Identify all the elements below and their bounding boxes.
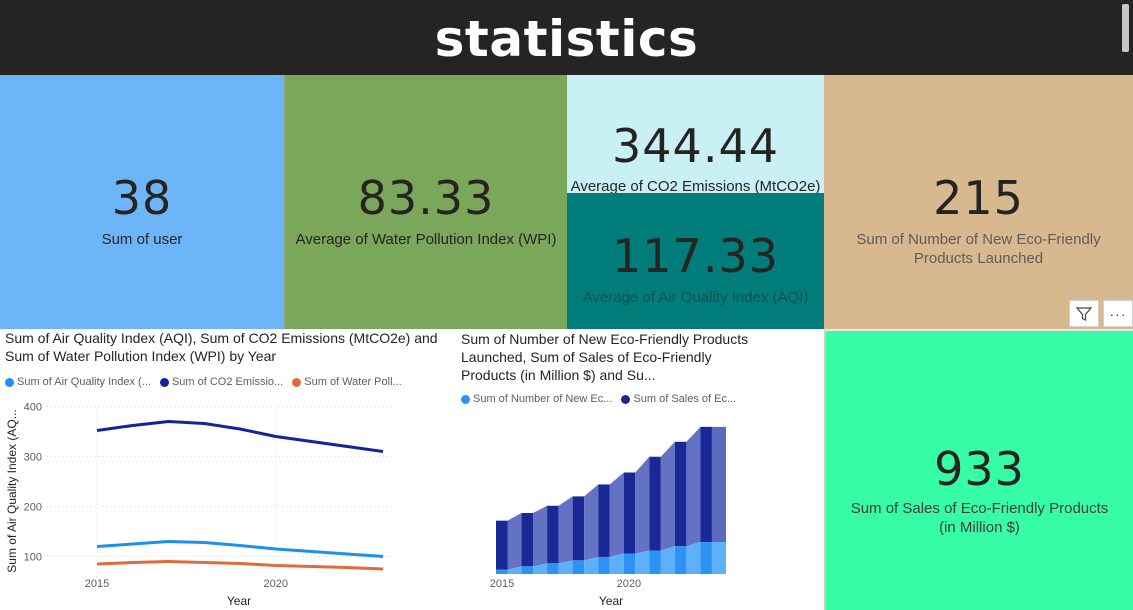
chart-legend: Sum of Number of New Ec... Sum of Sales … xyxy=(461,393,742,407)
column-sales xyxy=(547,505,559,564)
ribbon-eco xyxy=(507,566,522,574)
ribbon-eco xyxy=(660,546,675,574)
card-value: 215 xyxy=(933,171,1024,225)
card-value: 38 xyxy=(111,171,173,225)
column-eco xyxy=(700,542,712,574)
x-tick-label: 2015 xyxy=(85,578,109,590)
card-eco-friendly-products[interactable]: 215 Sum of Number of New Eco-Friendly Pr… xyxy=(824,75,1133,329)
area-chart-plot: 2015 2020 Year xyxy=(490,426,726,608)
column-sales xyxy=(674,441,687,547)
y-tick-label: 200 xyxy=(24,502,42,514)
series-line xyxy=(96,540,384,558)
column-sales xyxy=(572,496,585,561)
ribbon-sales xyxy=(584,484,599,561)
card-value: 344.44 xyxy=(612,119,779,173)
x-axis-title: Year xyxy=(599,594,623,608)
ribbon-eco xyxy=(686,542,701,574)
ribbon-eco xyxy=(584,556,599,574)
area-chart-visual[interactable]: Sum of Number of New Eco-Friendly Produc… xyxy=(455,329,767,610)
ribbon-sales xyxy=(558,496,573,564)
y-axis-title: Sum of Air Quality Index (AQ... xyxy=(5,409,19,572)
chart-title: Sum of Air Quality Index (AQI), Sum of C… xyxy=(5,330,438,364)
x-tick-label: 2020 xyxy=(617,578,641,590)
ribbon-sales xyxy=(711,426,726,543)
y-tick-label: 400 xyxy=(24,402,42,414)
column-sales xyxy=(521,513,534,567)
card-average-aqi[interactable]: 117.33 Average of Air Quality Index (AQI… xyxy=(567,193,824,329)
column-sales xyxy=(623,472,636,554)
filter-icon[interactable] xyxy=(1069,300,1099,327)
card-value: 83.33 xyxy=(357,171,495,225)
scrollbar-thumb[interactable] xyxy=(1122,4,1129,52)
title-bar: statistics xyxy=(0,0,1133,75)
legend-item-aqi[interactable]: Sum of Air Quality Index (... xyxy=(5,376,151,388)
legend-dot xyxy=(621,394,631,404)
card-value: 117.33 xyxy=(612,229,779,283)
column-eco xyxy=(598,556,610,574)
column-eco xyxy=(649,550,661,574)
x-axis-title: Year xyxy=(227,594,251,608)
column-sales xyxy=(649,456,661,551)
line-chart-plot: 100 200 300 400 2015 2020 Year Sum of Air Quali… xyxy=(5,402,395,608)
column-sales xyxy=(700,426,712,543)
legend-item-wpi[interactable]: Sum of Water Poll... xyxy=(292,376,402,388)
column-eco xyxy=(496,569,508,574)
series-line xyxy=(96,560,384,571)
card-label: Sum of Number of New Eco-Friendly Produc… xyxy=(856,231,1101,267)
column-sales xyxy=(598,484,610,557)
ribbon-eco xyxy=(609,553,624,574)
ribbon-eco xyxy=(558,560,573,574)
legend-dot xyxy=(159,377,169,387)
column-eco xyxy=(572,560,585,574)
card-label: Average of Air Quality Index (AQI) xyxy=(582,289,809,306)
card-sum-of-user[interactable]: 38 Sum of user xyxy=(0,75,284,329)
ribbon-sales xyxy=(533,505,548,567)
chart-title: Sum of Number of New Eco-Friendly Produc… xyxy=(461,331,749,383)
card-label: Sum of Sales of Eco-Friendly Products (i… xyxy=(850,500,1109,536)
line-chart-visual[interactable]: Sum of Air Quality Index (AQI), Sum of C… xyxy=(0,329,455,610)
card-label: Sum of user xyxy=(101,231,183,248)
card-sales-eco-friendly[interactable]: 933 Sum of Sales of Eco-Friendly Product… xyxy=(824,329,1133,610)
ribbon-eco xyxy=(711,542,726,574)
y-tick-label: 300 xyxy=(24,452,42,464)
x-tick-label: 2020 xyxy=(264,578,288,590)
legend-dot xyxy=(461,394,470,404)
column-eco xyxy=(674,546,687,574)
series-line xyxy=(96,420,384,453)
card-label: Average of Water Pollution Index (WPI) xyxy=(295,231,557,248)
chart-legend: Sum of Air Quality Index (... Sum of CO2… xyxy=(5,376,408,390)
ribbon-sales xyxy=(635,456,650,554)
ribbon-sales xyxy=(609,472,624,557)
legend-dot xyxy=(5,377,14,387)
card-label: Average of CO2 Emissions (MtCO2e) xyxy=(570,178,821,195)
legend-dot xyxy=(292,377,302,387)
card-value: 933 xyxy=(934,442,1025,496)
page-title: statistics xyxy=(434,10,699,68)
ribbon-sales xyxy=(686,426,701,547)
column-sales xyxy=(496,520,508,570)
ribbon-eco xyxy=(635,550,650,574)
y-tick-label: 100 xyxy=(24,552,42,564)
column-eco xyxy=(521,566,534,574)
ribbon-sales xyxy=(507,513,522,570)
more-options-icon[interactable]: ··· xyxy=(1103,300,1133,327)
ribbon-sales xyxy=(660,441,675,551)
column-eco xyxy=(547,563,559,574)
x-tick-label: 2015 xyxy=(490,578,514,590)
legend-item-co2[interactable]: Sum of CO2 Emissio... xyxy=(159,376,283,388)
legend-item-sales[interactable]: Sum of Sales of Ec... xyxy=(621,393,736,405)
legend-item-eco-products[interactable]: Sum of Number of New Ec... xyxy=(461,393,612,405)
card-average-co2[interactable]: 344.44 Average of CO2 Emissions (MtCO2e) xyxy=(567,75,824,195)
column-eco xyxy=(623,553,636,574)
card-average-wpi[interactable]: 83.33 Average of Water Pollution Index (… xyxy=(284,75,567,329)
ribbon-eco xyxy=(533,563,548,574)
